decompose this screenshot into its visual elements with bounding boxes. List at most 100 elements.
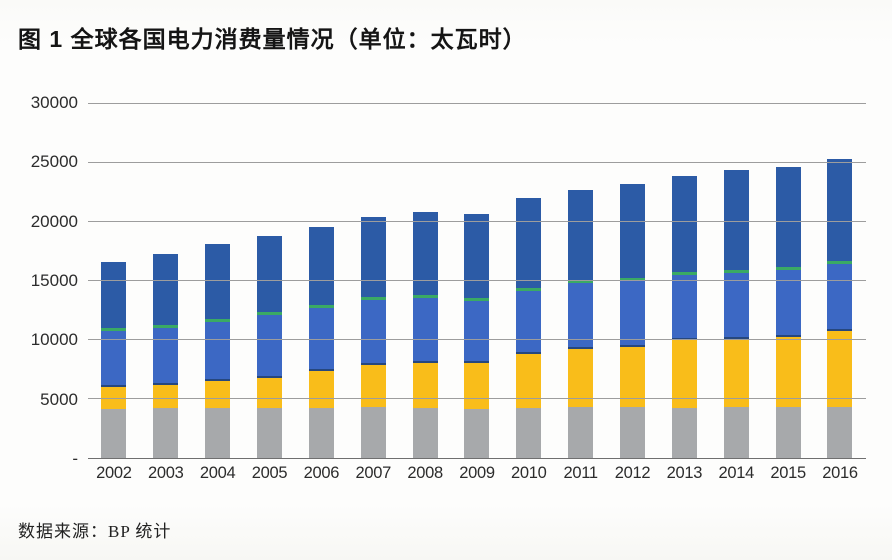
bar-2009-segment-gray-bottom — [464, 409, 490, 458]
bar-2015-segment-medium-blue — [775, 269, 801, 338]
bar-2004 — [205, 103, 231, 458]
bar-2013-segment-dark-blue-top — [671, 176, 697, 273]
gridline-15000 — [88, 280, 866, 281]
bar-2015-segment-yellow — [775, 337, 801, 407]
bar-2004-segment-medium-blue — [205, 321, 231, 382]
bar-2010-segment-green-sliver — [516, 288, 542, 292]
bar-2003 — [153, 103, 179, 458]
bar-2005-segment-yellow — [257, 377, 282, 408]
bar-2013 — [671, 103, 697, 458]
bar-2013-segment-medium-blue — [671, 275, 697, 341]
source-note: 数据来源：BP 统计 — [18, 522, 172, 541]
bar-2008-segment-gray-bottom — [412, 407, 438, 458]
gridline-20000 — [88, 220, 866, 222]
bar-2008-segment-green-sliver — [412, 295, 438, 299]
bar-2005-segment-green-sliver — [257, 311, 282, 315]
bar-2015-segment-gray-bottom — [775, 406, 801, 458]
bar-2004-segment-green-sliver — [205, 318, 231, 322]
bar-2011 — [568, 103, 594, 458]
bar-2014-segment-yellow — [723, 339, 749, 407]
bar-2015-segment-green-sliver — [775, 266, 801, 270]
bar-2016-segment-gray-bottom — [827, 407, 853, 458]
bar-2002-segment-gray-bottom — [101, 408, 127, 458]
bar-slot-2013 — [658, 103, 710, 458]
y-tick-label-15000: 15000 — [30, 271, 78, 290]
bar-2009 — [464, 103, 490, 458]
x-tick-label-2012: 2012 — [614, 464, 651, 482]
bar-2014 — [723, 103, 749, 458]
bar-2006-segment-green-sliver — [308, 304, 334, 308]
x-tick-label-2016: 2016 — [822, 464, 858, 482]
gridline-30000 — [88, 102, 866, 104]
x-tick-label-2015: 2015 — [770, 464, 806, 482]
bar-2006-segment-gray-bottom — [308, 407, 334, 458]
bar-2012-segment-yellow — [620, 346, 646, 408]
x-tick-label-2011: 2011 — [563, 464, 599, 482]
chart-title: 图 1 全球各国电力消费量情况（单位：太瓦时） — [18, 26, 527, 52]
x-tick-label-2004: 2004 — [199, 464, 236, 482]
plot-area — [88, 102, 866, 459]
bar-2006-segment-dark-blue-top — [308, 226, 334, 305]
bar-2010-segment-yellow — [516, 353, 542, 409]
y-tick-label-5000: 5000 — [40, 389, 78, 409]
bar-2002-segment-medium-blue — [101, 330, 127, 388]
x-tick-label-2010: 2010 — [511, 464, 547, 482]
bar-2011-segment-gray-bottom — [568, 407, 594, 458]
bar-slot-2009 — [451, 103, 503, 458]
bar-2003-segment-medium-blue — [153, 328, 179, 385]
bar-slot-2002 — [88, 103, 140, 458]
gridline-25000 — [88, 161, 866, 163]
gridline-10000 — [88, 339, 866, 341]
bar-2011-segment-dark-blue-top — [568, 189, 594, 281]
bar-2014-segment-gray-bottom — [723, 406, 749, 458]
bar-2016-segment-yellow — [827, 331, 853, 408]
bar-2015 — [775, 103, 801, 458]
y-tick-label-10000: 10000 — [30, 330, 78, 350]
bar-2007 — [360, 103, 386, 458]
bar-2003-segment-gray-bottom — [153, 407, 179, 458]
x-tick-label-2009: 2009 — [459, 464, 495, 482]
bar-2004-segment-dark-blue-top — [205, 244, 231, 319]
bar-2005-segment-gray-bottom — [257, 407, 282, 458]
x-tick-label-2007: 2007 — [355, 464, 391, 482]
bar-2007-segment-green-sliver — [360, 297, 386, 301]
bar-slot-2014 — [710, 103, 762, 458]
bar-2009-segment-dark-blue-top — [464, 214, 490, 299]
bar-2015-segment-dark-blue-top — [775, 166, 801, 267]
bar-slot-2015 — [762, 103, 814, 458]
bar-2012-segment-medium-blue — [620, 280, 646, 347]
bar-2007-segment-dark-blue-top — [360, 216, 386, 298]
bar-2013-segment-yellow — [671, 340, 697, 408]
bar-2010-segment-dark-blue-top — [516, 197, 542, 289]
bar-2013-segment-gray-bottom — [671, 407, 697, 458]
bar-slot-2012 — [607, 103, 659, 458]
bar-2005 — [257, 103, 282, 458]
bar-2003-segment-green-sliver — [153, 325, 179, 329]
bar-2007-segment-gray-bottom — [360, 407, 386, 458]
bar-2002-segment-yellow — [101, 387, 127, 409]
bar-2011-segment-medium-blue — [568, 283, 594, 349]
bar-slot-2003 — [140, 103, 192, 458]
bar-2002 — [101, 103, 127, 458]
x-tick-label-2014: 2014 — [718, 464, 754, 482]
bar-2013-segment-green-sliver — [671, 272, 697, 276]
y-tick-label-30000: 30000 — [30, 93, 78, 112]
bar-2004-segment-yellow — [205, 381, 231, 409]
bar-2014-segment-green-sliver — [723, 270, 749, 274]
bar-2011-segment-green-sliver — [568, 280, 594, 284]
bar-2007-segment-yellow — [360, 364, 386, 408]
bar-2016 — [827, 103, 853, 458]
y-tick-label-25000: 25000 — [30, 152, 78, 172]
bar-2003-segment-yellow — [153, 384, 179, 408]
x-tick-label-2008: 2008 — [407, 464, 443, 482]
bar-2005-segment-medium-blue — [257, 314, 282, 378]
bar-2005-segment-dark-blue-top — [257, 236, 282, 312]
bar-2016-segment-dark-blue-top — [827, 159, 853, 261]
bar-2010-segment-medium-blue — [516, 291, 542, 354]
bar-2012-segment-green-sliver — [620, 277, 646, 281]
bar-2014-segment-dark-blue-top — [723, 170, 749, 271]
bar-2009-segment-medium-blue — [464, 301, 490, 363]
bar-slot-2005 — [244, 103, 296, 458]
bar-slot-2016 — [814, 103, 866, 458]
